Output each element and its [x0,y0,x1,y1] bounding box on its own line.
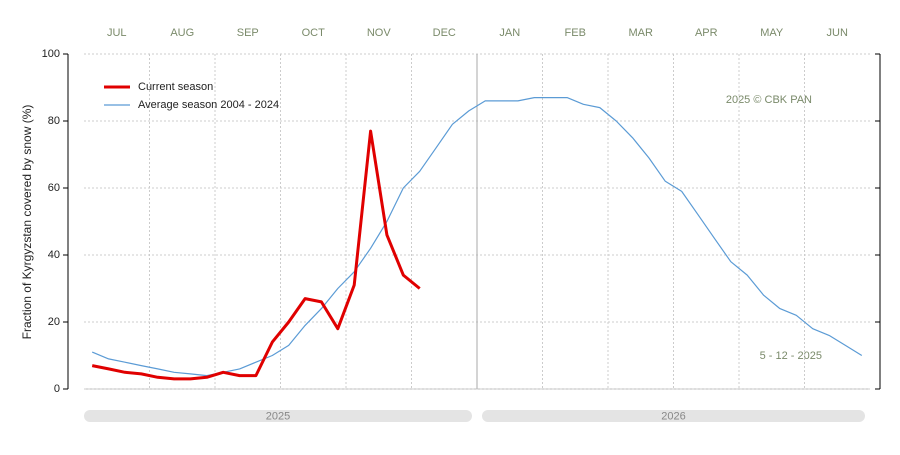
month-label: AUG [170,27,194,39]
legend-label: Current season [138,81,213,93]
month-label: JAN [499,27,520,39]
month-label: FEB [565,27,586,39]
month-label: MAY [760,27,784,39]
month-label: OCT [302,27,326,39]
y-tick-label: 40 [48,249,60,261]
y-tick-label: 0 [54,383,60,395]
year-bar [482,410,865,422]
year-label: 2025 [266,410,290,422]
date-stamp: 5 - 12 - 2025 [760,350,822,362]
y-tick-label: 100 [42,48,60,60]
y-axis-label: Fraction of Kyrgyzstan covered by snow (… [20,105,34,340]
year-label: 2026 [661,410,685,422]
series-line [91,129,421,381]
month-label: APR [695,27,718,39]
copyright: 2025 © CBK PAN [726,94,812,106]
month-label: JUL [107,27,127,39]
month-label: SEP [237,27,259,39]
month-label: MAR [629,27,654,39]
y-tick-label: 20 [48,316,60,328]
month-label: JUN [827,27,848,39]
year-bar [84,410,472,422]
legend-label: Average season 2004 - 2024 [138,99,279,111]
y-tick-label: 80 [48,115,60,127]
month-label: NOV [367,27,392,39]
y-tick-label: 60 [48,182,60,194]
month-label: DEC [433,27,456,39]
